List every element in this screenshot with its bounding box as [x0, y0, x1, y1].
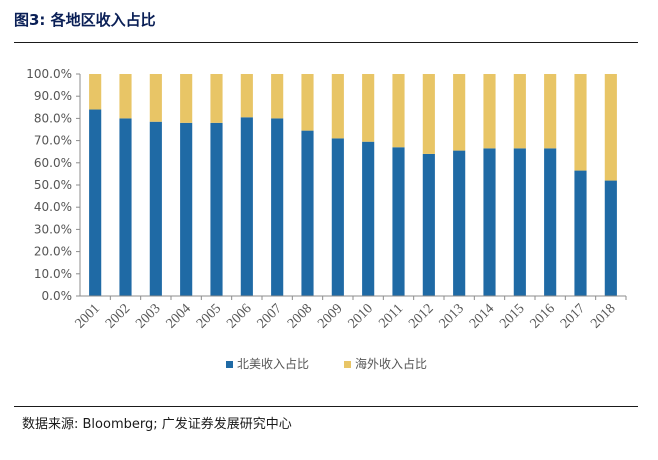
x-tick-label: 2005 [194, 301, 224, 331]
x-tick-label: 2007 [255, 301, 285, 331]
bar-overseas [422, 74, 435, 154]
x-tick-label: 2016 [528, 301, 558, 331]
x-tick-label: 2012 [406, 301, 436, 331]
bar-overseas [210, 74, 223, 123]
y-tick-label: 80.0% [34, 111, 72, 125]
bar-north-america [240, 117, 253, 296]
bar-north-america [483, 148, 496, 296]
x-tick-label: 2001 [73, 301, 103, 331]
bar-overseas [362, 74, 375, 142]
bar-overseas [271, 74, 284, 119]
title-rule [14, 42, 638, 43]
x-tick-label: 2014 [467, 301, 497, 331]
bar-north-america [362, 141, 375, 296]
bar-north-america [89, 109, 102, 297]
bar-overseas [331, 74, 344, 139]
bar-overseas [544, 74, 557, 149]
source-rule [14, 406, 638, 407]
x-tick-label: 2013 [437, 301, 467, 331]
x-tick-label: 2010 [346, 301, 376, 331]
bar-overseas [149, 74, 162, 122]
y-tick-label: 100.0% [26, 67, 72, 81]
legend: 北美收入占比 海外收入占比 [226, 356, 427, 371]
x-tick-label: 2002 [103, 301, 133, 331]
bar-overseas [513, 74, 526, 149]
bar-overseas [453, 74, 466, 151]
bars [89, 74, 617, 297]
y-axis: 0.0% 10.0% 20.0% 30.0% 40.0% 50.0% 60.0% 70.0% 8… [26, 67, 81, 303]
legend-label-overseas: 海外收入占比 [355, 356, 427, 371]
source-note: 数据来源: Bloomberg; 广发证券发展研究中心 [22, 417, 292, 432]
bar-north-america [574, 170, 587, 296]
y-tick-label: 50.0% [34, 178, 72, 192]
y-tick-label: 10.0% [34, 267, 72, 281]
x-tick-label: 2006 [224, 301, 254, 331]
bar-north-america [422, 153, 435, 296]
y-tick-label: 70.0% [34, 134, 72, 148]
y-tick-label: 0.0% [42, 289, 73, 303]
bar-north-america [210, 122, 223, 296]
x-tick-label: 2011 [376, 301, 406, 331]
bar-overseas [604, 74, 617, 181]
bar-north-america [392, 147, 405, 296]
bar-north-america [604, 180, 617, 296]
bar-overseas [301, 74, 314, 131]
bar-north-america [453, 150, 466, 296]
legend-swatch-overseas [344, 361, 351, 368]
x-axis: 2001 2002 2003 2004 2005 2006 2007 2008 2009 2010… [73, 295, 627, 332]
x-tick-label: 2015 [497, 301, 527, 331]
bar-overseas [574, 74, 587, 171]
bar-overseas [483, 74, 496, 149]
x-tick-label: 2003 [133, 301, 163, 331]
y-tick-label: 60.0% [34, 156, 72, 170]
bar-overseas [240, 74, 253, 118]
bar-north-america [544, 148, 557, 296]
bar-overseas [180, 74, 193, 123]
bar-north-america [149, 121, 162, 296]
x-tick-label: 2004 [164, 301, 194, 331]
x-tick-label: 2008 [285, 301, 315, 331]
figure-title: 图3: 各地区收入占比 [14, 11, 156, 29]
bar-overseas [119, 74, 132, 119]
bar-north-america [301, 130, 314, 296]
bar-overseas [392, 74, 405, 148]
x-tick-label: 2018 [588, 301, 618, 331]
bar-north-america [271, 118, 284, 297]
legend-label-north-america: 北美收入占比 [237, 356, 309, 371]
x-tick-label: 2009 [315, 301, 345, 331]
bar-north-america [513, 148, 526, 296]
bar-north-america [119, 118, 132, 297]
y-tick-label: 30.0% [34, 222, 72, 236]
legend-swatch-north-america [226, 361, 233, 368]
y-tick-label: 90.0% [34, 89, 72, 103]
bar-overseas [89, 74, 102, 110]
bar-north-america [180, 122, 193, 296]
bar-north-america [331, 138, 344, 296]
y-tick-label: 20.0% [34, 245, 72, 259]
stacked-bar-chart: 0.0% 10.0% 20.0% 30.0% 40.0% 50.0% 60.0% 70.0% 8… [26, 67, 627, 371]
y-tick-label: 40.0% [34, 200, 72, 214]
x-tick-label: 2017 [558, 301, 588, 331]
